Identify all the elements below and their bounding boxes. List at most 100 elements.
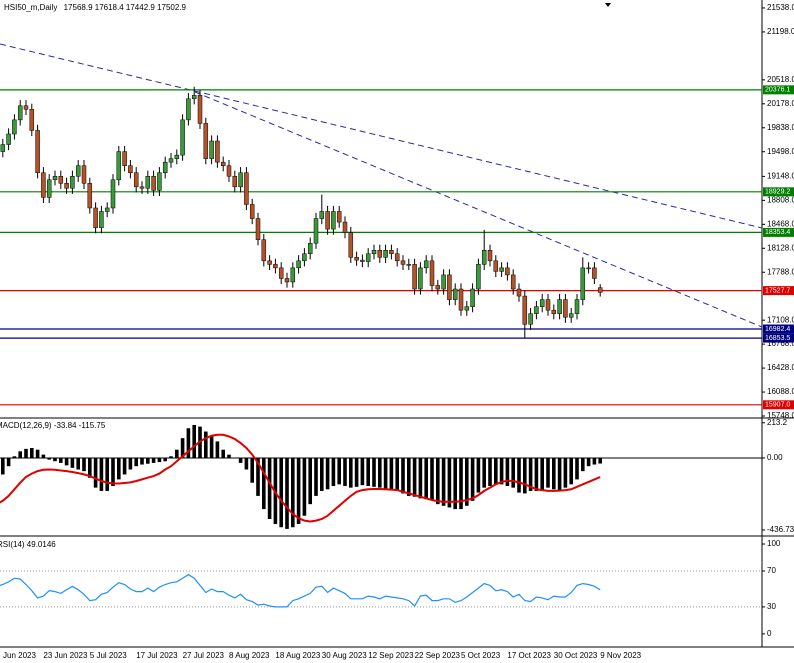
macd-bar — [163, 457, 167, 462]
candle-body — [406, 264, 412, 266]
candle-body — [58, 176, 64, 184]
x-tick-label: 12 Sep 2023 — [368, 651, 414, 660]
macd-title: MACD(12,26,9) — [0, 421, 52, 430]
macd-bar — [308, 457, 312, 505]
candle-body — [0, 144, 6, 152]
macd-bar — [476, 457, 481, 493]
macd-bar — [59, 457, 63, 463]
macd-bar — [267, 457, 272, 519]
candle-body — [371, 250, 377, 255]
candle-body — [29, 109, 35, 131]
candle-body — [145, 176, 151, 189]
x-tick-label: 23 Jun 2023 — [43, 651, 88, 660]
macd-bar — [128, 457, 133, 470]
macd-bar — [378, 457, 382, 488]
candle-body — [157, 172, 162, 191]
y-tick-label: 20518.0 — [767, 75, 794, 84]
candle-body — [209, 140, 214, 159]
macd-bar — [70, 457, 75, 468]
candle-body — [162, 161, 168, 173]
macd-bar — [151, 457, 156, 463]
candle-body — [122, 151, 127, 166]
macd-bar — [436, 457, 440, 505]
candle-body — [151, 176, 156, 191]
candle-body — [255, 218, 261, 240]
macd-signal — [0, 433, 601, 523]
x-tick-label: 5 Oct 2023 — [461, 651, 501, 660]
candle-body — [447, 274, 452, 300]
trendline — [0, 43, 763, 229]
x-tick-label: 30 Aug 2023 — [322, 651, 367, 660]
macd-bar — [499, 457, 504, 485]
x-tick-label: 5 Jul 2023 — [90, 651, 127, 660]
candle-body — [12, 119, 17, 135]
macd-bar — [441, 457, 446, 506]
candle-body — [35, 130, 40, 173]
shift-marker — [605, 3, 611, 7]
candle-body — [284, 278, 290, 283]
candle-body — [597, 287, 603, 293]
candle-body — [377, 250, 383, 258]
candle-body — [186, 98, 191, 121]
macd-bar — [349, 457, 353, 488]
macd-header: MACD(12,26,9) -33.84 -115.75 — [0, 421, 106, 430]
candle-body — [464, 306, 470, 311]
macd-bar — [250, 457, 254, 483]
header-open: 17568.9 — [64, 3, 93, 12]
x-tick-label: 17 Jul 2023 — [136, 651, 178, 660]
level-label-box — [763, 286, 794, 296]
macd-bar — [209, 435, 214, 458]
y-tick-label: 18808.0 — [767, 195, 794, 204]
candle-body — [197, 94, 203, 124]
candle-body — [505, 267, 510, 276]
macd-bar — [291, 457, 295, 528]
candle-body — [232, 176, 238, 188]
macd-bar — [169, 456, 173, 458]
header-close: 17502.9 — [157, 3, 186, 12]
macd-bar — [88, 457, 92, 478]
trendline — [194, 91, 763, 328]
rsi-last: 49.0146 — [27, 540, 56, 549]
candle-body — [273, 264, 278, 269]
macd-bar — [337, 457, 341, 485]
macd-bar — [279, 457, 283, 528]
symbol-title: HSI50_m,Daily — [4, 3, 57, 12]
level-label: 16853.5 — [765, 335, 790, 342]
macd-bar — [105, 457, 109, 491]
level-label-box — [763, 85, 794, 95]
macd-bar — [488, 457, 492, 486]
macd-bar — [47, 457, 51, 460]
macd-bar — [233, 457, 237, 459]
macd-bar — [557, 457, 562, 491]
macd-bar — [134, 457, 138, 467]
candle-body — [41, 172, 46, 198]
macd-bar — [262, 457, 266, 510]
macd-bar — [204, 431, 208, 458]
candle-body — [389, 250, 394, 255]
candle-body — [435, 285, 441, 290]
level-label: 16982.4 — [765, 326, 790, 333]
macd-bar — [302, 457, 307, 516]
candle-body — [522, 295, 528, 325]
macd-signal-last: -115.75 — [79, 421, 106, 430]
candle-body — [133, 172, 139, 188]
level-label: 15907.0 — [765, 402, 790, 409]
candle-body — [215, 140, 220, 163]
candle-body — [238, 172, 243, 188]
macd-bar — [41, 454, 46, 458]
candle-body — [336, 211, 342, 223]
y-tick-label: 19148.0 — [767, 172, 794, 181]
x-tick-label: 9 Nov 2023 — [600, 651, 641, 660]
macd-bar — [569, 457, 573, 485]
candle-body — [244, 172, 249, 205]
macd-bar — [0, 457, 5, 475]
candle-body — [429, 260, 435, 286]
macd-bar — [12, 456, 17, 458]
macd-bar — [372, 457, 376, 487]
y-tick-label: 16768.0 — [767, 339, 794, 348]
candle-body — [441, 274, 446, 290]
y-tick-label: 17788.0 — [767, 267, 794, 276]
y-tick-label: 21198.0 — [767, 27, 794, 36]
